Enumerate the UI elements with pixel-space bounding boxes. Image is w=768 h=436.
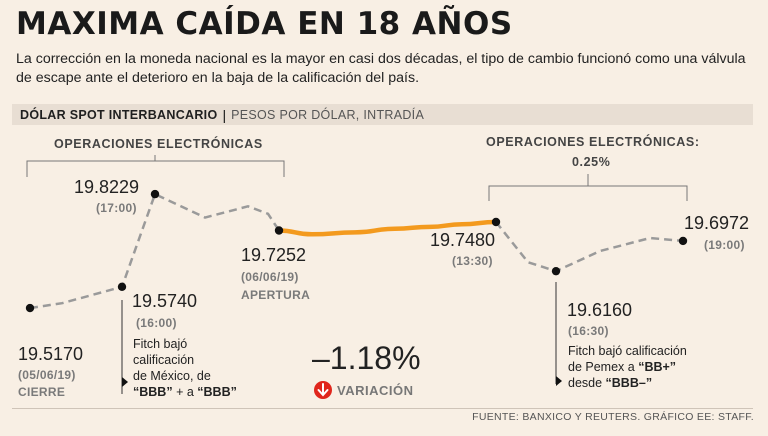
close-tag: CIERRE xyxy=(18,385,66,399)
chart-unit-label: PESOS POR DÓLAR, INTRADÍA xyxy=(231,107,425,122)
variation-label: VARIACIÓN xyxy=(337,383,414,398)
point-marker-19-5170 xyxy=(25,303,35,313)
series-dashed-pre xyxy=(29,192,281,310)
point-markers xyxy=(25,189,688,313)
ops-right-value: 0.25% xyxy=(572,155,611,169)
point-marker-19-7480 xyxy=(491,217,501,227)
ops-left-label: OPERACIONES ELECTRÓNICAS xyxy=(54,137,263,151)
source-credit: FUENTE: BANXICO Y REUTERS. GRÁFICO EE: S… xyxy=(472,411,754,423)
annotation-pemex: Fitch bajó calificación de Pemex a “BB+”… xyxy=(568,343,687,391)
point-marker-19-6972 xyxy=(678,236,688,246)
bracket-right xyxy=(488,174,688,201)
fitch-mx-time: (16:00) xyxy=(136,316,177,330)
pemex-time: (16:30) xyxy=(568,324,609,338)
annotation-pemex-line1: Fitch bajó calificación xyxy=(568,344,687,358)
series-dashed-post xyxy=(495,221,684,273)
point-marker-19-8229 xyxy=(150,189,160,199)
open-tag: APERTURA xyxy=(241,288,311,302)
fitch-mx-value: 19.5740 xyxy=(132,291,198,311)
annotation-pemex-line2: de Pemex a “BB+” xyxy=(568,360,677,374)
chart-header-separator: | xyxy=(222,106,227,123)
subtitle-line-2: de escape ante el deterioro en la baja d… xyxy=(16,70,420,86)
leader-pemex-arrow xyxy=(556,376,562,386)
open-value: 19.7252 xyxy=(241,245,307,265)
last-value: 19.6972 xyxy=(684,213,750,233)
last-time: (19:00) xyxy=(704,238,745,252)
annotation-mexico-line3: de México, de xyxy=(133,369,211,383)
bracket-left xyxy=(26,155,285,177)
variation-value: –1.18% xyxy=(312,340,421,376)
close-value: 19.5170 xyxy=(18,344,84,364)
point-marker-19-5740 xyxy=(117,282,127,292)
ops-right-label: OPERACIONES ELECTRÓNICAS: xyxy=(486,135,700,149)
point-marker-19-6160 xyxy=(551,266,561,276)
page-subtitle: La corrección en la moneda nacional es l… xyxy=(16,50,751,88)
peak-time: (17:00) xyxy=(96,201,137,215)
down-arrow-icon xyxy=(314,381,332,399)
point-marker-19-7252 xyxy=(274,226,284,235)
mid-value: 19.7480 xyxy=(430,230,496,250)
close-date: (05/06/19) xyxy=(18,368,76,382)
annotation-mexico-line2: calificación xyxy=(133,353,195,367)
chart-series-label: DÓLAR SPOT INTERBANCARIO xyxy=(20,107,218,122)
annotation-mexico-line1: Fitch bajó xyxy=(133,337,188,351)
chart-header-bar: DÓLAR SPOT INTERBANCARIO | PESOS POR DÓL… xyxy=(12,104,753,125)
subtitle-line-1: La corrección en la moneda nacional es l… xyxy=(16,51,746,67)
annotation-mexico: Fitch bajó calificación de México, de “B… xyxy=(133,336,237,400)
footer-divider xyxy=(12,408,753,409)
pemex-value: 19.6160 xyxy=(567,300,633,320)
annotation-pemex-line3: desde “BBB–” xyxy=(568,376,653,390)
annotation-mexico-line4: “BBB” + a “BBB” xyxy=(133,385,237,399)
leader-mexico-arrow xyxy=(122,377,128,387)
peak-value: 19.8229 xyxy=(74,177,140,197)
series-solid-highlight xyxy=(276,219,499,237)
page-title: MAXIMA CAÍDA EN 18 AÑOS xyxy=(16,6,513,42)
open-date: (06/06/19) xyxy=(241,270,299,284)
mid-time: (13:30) xyxy=(452,254,493,268)
